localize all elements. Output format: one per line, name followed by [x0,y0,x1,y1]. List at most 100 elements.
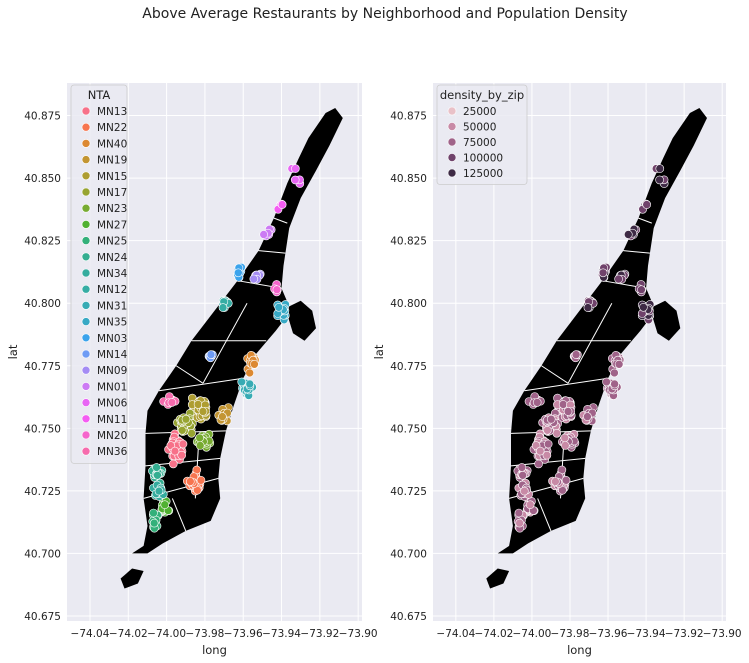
right-restaurant-point [525,500,535,510]
left-legend-marker [81,268,91,278]
left-restaurant-point [181,414,191,424]
right-y-tick-label: 40.725 [390,486,427,498]
left-legend-marker [81,155,91,164]
left-nta-boundary [258,250,286,254]
right-restaurant-point [551,477,560,486]
right-restaurant-point [517,463,527,472]
left-legend-marker [81,430,91,440]
left-legend-label: MN27 [97,219,127,231]
right-legend-marker [447,122,457,131]
right-legend-label: 100000 [463,153,503,165]
left-y-tick-label: 40.700 [24,548,61,560]
right-governors-island [486,568,510,589]
right-restaurant-point [535,446,545,456]
left-legend-label: MN11 [97,414,127,426]
left-y-tick-label: 40.825 [24,236,61,248]
left-nta-boundary [171,498,187,532]
left-legend-label: MN15 [97,171,127,183]
left-legend-label: MN01 [97,381,127,393]
left-restaurant-point [187,428,196,438]
right-restaurant-point [534,459,543,469]
left-x-tick-label: −74.02 [109,628,148,640]
left-legend-label: MN20 [97,430,127,442]
left-y-axis-label: lat [6,344,20,359]
left-legend-label: MN06 [97,398,128,410]
right-y-tick-label: 40.800 [390,298,427,310]
right-x-tick-label: −73.94 [627,628,666,640]
left-legend-label: MN40 [97,138,127,150]
left-restaurant-point [154,486,164,496]
left-restaurant-point [274,302,284,312]
right-restaurant-point [583,412,592,421]
right-y-axis-label: lat [372,344,386,359]
left-restaurant-point [149,508,158,518]
right-legend-box [436,84,528,185]
left-legend-label: MN25 [97,236,127,248]
left-restaurant-point [245,379,255,389]
right-y-tick-label: 40.875 [390,111,427,123]
left-restaurant-point [186,477,195,486]
right-y-tick-label: 40.825 [390,236,427,248]
right-restaurant-point [514,508,524,518]
right-legend-label: 50000 [463,122,496,134]
right-nta-boundary [638,217,652,224]
left-restaurant-point [177,425,187,435]
left-governors-island [120,568,144,589]
left-restaurant-point [160,500,170,510]
right-y-tick-label: 40.700 [390,548,427,560]
left-x-tick-label: −73.94 [262,628,301,640]
right-restaurant-point [552,428,562,438]
right-restaurant-point [598,268,608,278]
right-restaurant-point [560,441,570,450]
left-legend-label: MN12 [97,284,127,296]
right-nta-boundary [567,302,613,384]
right-restaurant-point [543,439,553,449]
left-legend-label: MN14 [97,349,128,361]
left-restaurant-point [250,359,259,369]
left-randalls-island [285,300,316,341]
left-y-tick-label: 40.725 [24,486,61,498]
left-legend-marker [81,252,91,262]
left-restaurant-point [170,446,180,456]
right-restaurant-point [639,302,648,312]
left-restaurant-point [195,441,205,450]
left-legend-label: MN24 [97,252,128,264]
right-legend-title: density_by_zip [440,88,524,102]
right-legend-marker [447,153,457,162]
left-restaurant-point [249,274,259,284]
left-y-tick-label: 40.875 [24,111,61,123]
left-nta-boundary [202,302,248,384]
left-restaurant-point [277,200,287,209]
left-x-tick-label: −73.98 [185,628,224,640]
left-x-tick-label: −74.00 [147,628,186,640]
right-x-tick-label: −73.98 [551,628,590,640]
right-x-tick-label: −73.90 [703,628,742,640]
right-legend-marker [447,137,457,147]
right-x-tick-label: −73.96 [589,628,628,640]
left-legend-marker [81,106,91,116]
left-legend-marker [81,365,91,375]
left-legend-label: MN22 [97,122,127,134]
left-restaurant-point [237,377,246,387]
left-legend-marker [81,236,91,245]
right-restaurant-point [655,164,665,173]
left-legend-marker [81,284,91,294]
right-nta-boundary [541,365,569,384]
right-restaurant-point [655,175,664,185]
left-restaurant-point [198,407,208,416]
right-y-tick-label: 40.750 [390,423,427,435]
left-restaurant-point [234,268,243,278]
right-scatter-panel: −74.04 −74.02 −74.00 −73.98 −73.96 −73.94 −73.… [372,83,742,657]
right-legend-label: 75000 [463,137,496,149]
left-nta-boundary [273,217,288,224]
right-legend-label: 125000 [463,168,503,180]
right-restaurant-point [614,274,623,284]
right-x-axis-label: long [567,643,592,657]
left-nta-boundary [175,365,204,384]
left-restaurant-point [178,439,188,449]
left-x-tick-label: −73.90 [339,628,378,640]
right-restaurant-point [518,470,528,480]
right-y-tick-label: 40.850 [390,173,427,185]
left-y-tick-label: 40.675 [24,611,61,623]
